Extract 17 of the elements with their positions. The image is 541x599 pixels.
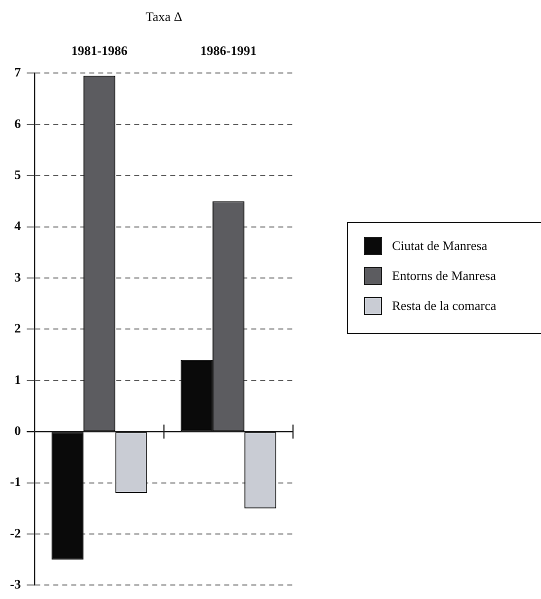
y-tick-label: -3 [10, 576, 22, 592]
y-tick-label: 5 [14, 166, 22, 182]
y-tick-label: -1 [10, 474, 21, 490]
x-tick-label: 1986-1991 [200, 42, 257, 58]
y-tick-label: 1 [14, 372, 21, 387]
y-tick-label: 7 [14, 64, 22, 80]
y-tick-label: -2 [10, 525, 21, 540]
y-tick-label: 2 [14, 320, 21, 336]
y-tick-label: 6 [14, 116, 22, 131]
x-tick-label: 1981-1986 [71, 42, 128, 58]
y-tick-label: 4 [14, 218, 22, 234]
legend-label: Resta de la comarca [392, 298, 496, 314]
legend-label: Ciutat de Manresa [392, 238, 488, 254]
x-axis-title: Taxa Δ [146, 9, 182, 24]
y-tick-label: 3 [14, 269, 22, 284]
y-tick-label: 0 [14, 422, 21, 438]
legend-label: Entorns de Manresa [392, 268, 496, 284]
